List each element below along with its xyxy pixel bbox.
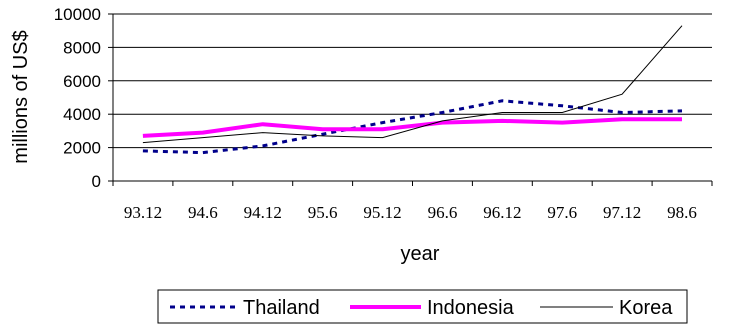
x-tick-label-2: 94.12 — [244, 203, 282, 222]
x-tick-label-8: 97.12 — [603, 203, 641, 222]
x-tick-label-0: 93.12 — [124, 203, 162, 222]
y-axis-title: millions of US$ — [10, 30, 32, 163]
x-tick-label-1: 94.6 — [188, 203, 218, 222]
series-lines — [142, 25, 683, 155]
legend-label-indonesia: Indonesia — [427, 297, 515, 319]
y-tick-label-3: 6000 — [63, 72, 101, 91]
legend: Thailand Indonesia Korea — [157, 289, 688, 324]
series-line-thailand — [142, 99, 683, 155]
x-tick-label-5: 96.6 — [428, 203, 458, 222]
y-tick-label-4: 8000 — [63, 38, 101, 57]
plot-frame — [108, 13, 713, 186]
x-tick-label-4: 95.12 — [363, 203, 401, 222]
y-tick-label-2: 4000 — [63, 105, 101, 124]
x-tick-label-6: 96.12 — [483, 203, 521, 222]
y-tick-label-0: 0 — [92, 172, 101, 191]
series-line-korea — [142, 25, 683, 144]
x-tick-label-9: 98.6 — [667, 203, 697, 222]
legend-label-korea: Korea — [619, 297, 673, 319]
x-axis-title: year — [401, 243, 440, 265]
x-tick-label-7: 97.6 — [547, 203, 577, 222]
y-tick-label-5: 10000 — [54, 5, 101, 24]
x-tick-label-3: 95.6 — [308, 203, 338, 222]
y-tick-labels: 0 2000 4000 6000 8000 10000 — [54, 5, 101, 191]
y-tick-label-1: 2000 — [63, 139, 101, 158]
gridlines — [113, 13, 712, 149]
x-tick-labels: 93.12 94.6 94.12 95.6 95.12 96.6 96.12 97.6 97.1… — [124, 203, 697, 222]
legend-label-thailand: Thailand — [243, 297, 320, 319]
series-line-indonesia — [142, 117, 682, 138]
